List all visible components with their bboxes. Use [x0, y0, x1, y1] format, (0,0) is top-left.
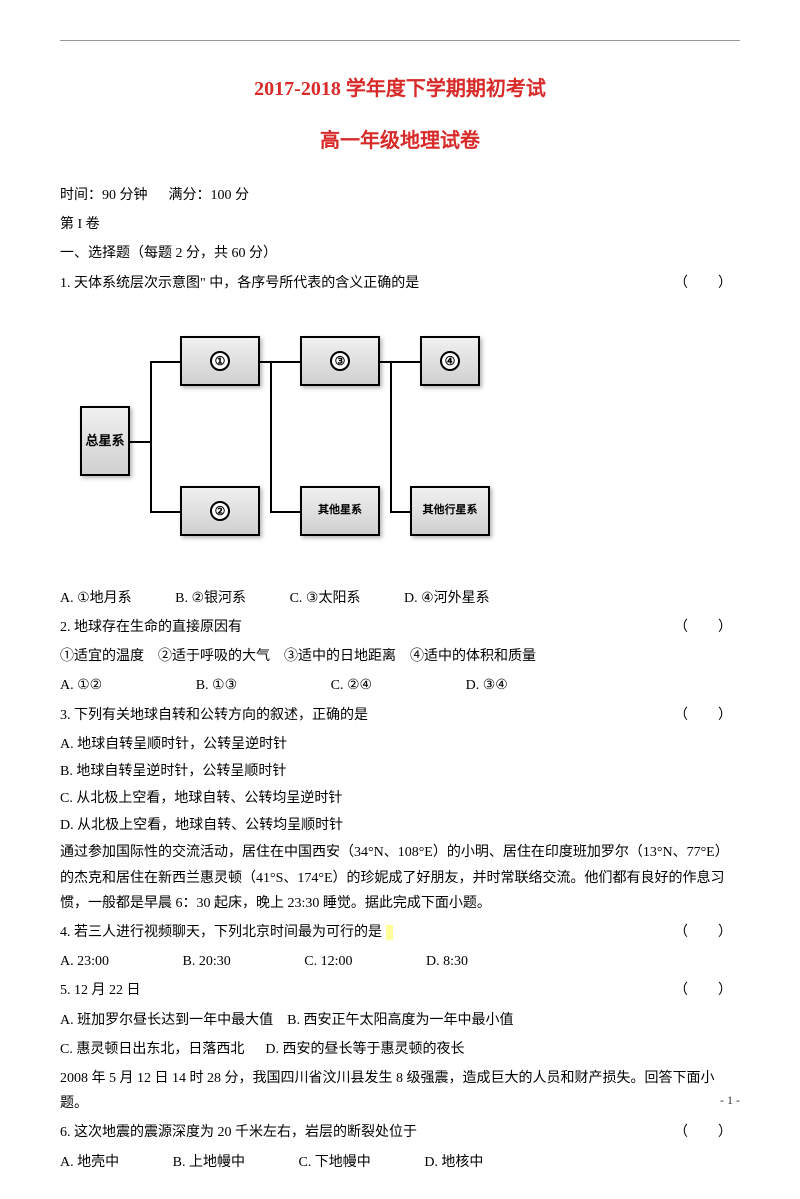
conn [270, 361, 300, 363]
q6-optB: B. 上地幔中 [173, 1150, 245, 1175]
q5-paren: （ ） [674, 978, 740, 1003]
q4-optA: A. 23:00 [60, 949, 109, 974]
conn [150, 361, 152, 511]
page-number: - 1 - [720, 1090, 740, 1112]
question-2: 2. 地球存在生命的直接原因有 （ ） [60, 615, 740, 640]
q5-options-row1: A. 班加罗尔昼长达到一年中最大值 B. 西安正午太阳高度为一年中最小值 [60, 1008, 740, 1033]
q4-options: A. 23:00 B. 20:30 C. 12:00 D. 8:30 [60, 949, 740, 974]
q4-optB: B. 20:30 [183, 949, 231, 974]
exam-score: 满分：100 分 [169, 188, 250, 203]
exam-info: 时间：90 分钟 满分：100 分 [60, 183, 740, 208]
diagram-other1-box: 其他星系 [300, 486, 380, 536]
q1-paren: （ ） [674, 271, 740, 296]
q3-optC: C. 从北极上空看，地球自转、公转均呈逆时针 [60, 786, 740, 811]
q2-text: 2. 地球存在生命的直接原因有 [60, 620, 242, 635]
conn [390, 361, 392, 511]
q4-optD: D. 8:30 [426, 949, 468, 974]
q1-text: 1. 天体系统层次示意图" 中，各序号所代表的含义正确的是 [60, 276, 419, 291]
diagram-node-3: ③ [300, 336, 380, 386]
hierarchy-diagram: 总星系 ① ② ③ 其他星系 ④ 其他行星系 [80, 316, 480, 556]
diagram-num-1: ① [210, 351, 230, 371]
diagram-other2-box: 其他行星系 [410, 486, 490, 536]
q5-text: 5. 12 月 22 日 [60, 983, 141, 998]
question-5: 5. 12 月 22 日 （ ） [60, 978, 740, 1003]
q6-optC: C. 下地幔中 [298, 1150, 370, 1175]
conn [390, 361, 420, 363]
diagram-other1-label: 其他星系 [318, 501, 362, 521]
title-sub: 高一年级地理试卷 [60, 123, 740, 159]
conn [270, 511, 300, 513]
q6-optD: D. 地核中 [424, 1150, 483, 1175]
q1-optA: A. ①地月系 [60, 586, 132, 611]
q2-paren: （ ） [674, 615, 740, 640]
q6-paren: （ ） [674, 1120, 740, 1145]
q4-paren: （ ） [674, 920, 740, 945]
q2-optD: D. ③④ [466, 673, 508, 698]
question-6: 6. 这次地震的震源深度为 20 千米左右，岩层的断裂处位于 （ ） [60, 1120, 740, 1145]
q3-optB: B. 地球自转呈逆时针，公转呈顺时针 [60, 759, 740, 784]
passage-2: 2008 年 5 月 12 日 14 时 28 分，我国四川省汶川县发生 8 级… [60, 1066, 740, 1116]
q3-text: 3. 下列有关地球自转和公转方向的叙述，正确的是 [60, 708, 368, 723]
conn [390, 511, 410, 513]
diagram-num-4: ④ [440, 351, 460, 371]
q1-optC: C. ③太阳系 [290, 586, 361, 611]
q1-optB: B. ②银河系 [175, 586, 246, 611]
q3-optD: D. 从北极上空看，地球自转、公转均呈顺时针 [60, 813, 740, 838]
q5-optD: D. 西安的昼长等于惠灵顿的夜长 [265, 1042, 464, 1057]
conn [150, 511, 180, 513]
passage-1: 通过参加国际性的交流活动，居住在中国西安（34°N、108°E）的小明、居住在印… [60, 840, 740, 916]
q5-optC: C. 惠灵顿日出东北，日落西北 [60, 1042, 244, 1057]
q5-optB: B. 西安正午太阳高度为一年中最小值 [287, 1013, 513, 1028]
part-label: 第 I 卷 [60, 212, 740, 237]
q1-options: A. ①地月系 B. ②银河系 C. ③太阳系 D. ④河外星系 [60, 586, 740, 611]
diagram-node-2: ② [180, 486, 260, 536]
diagram-root-label: 总星系 [85, 429, 124, 452]
q3-paren: （ ） [674, 703, 740, 728]
header-rule [60, 40, 740, 41]
q2-optB: B. ①③ [196, 673, 237, 698]
q5-options-row2: C. 惠灵顿日出东北，日落西北 D. 西安的昼长等于惠灵顿的夜长 [60, 1037, 740, 1062]
q6-optA: A. 地壳中 [60, 1150, 119, 1175]
q4-optC: C. 12:00 [304, 949, 352, 974]
diagram-num-2: ② [210, 501, 230, 521]
conn [130, 441, 150, 443]
q2-optA: A. ①② [60, 673, 102, 698]
q1-optD: D. ④河外星系 [404, 586, 490, 611]
conn [380, 361, 390, 363]
conn [260, 361, 270, 363]
q3-optA: A. 地球自转呈顺时针，公转呈逆时针 [60, 732, 740, 757]
diagram-root-box: 总星系 [80, 406, 130, 476]
diagram-node-4: ④ [420, 336, 480, 386]
diagram-num-3: ③ [330, 351, 350, 371]
highlight-mark [386, 925, 394, 940]
q5-optA: A. 班加罗尔昼长达到一年中最大值 [60, 1013, 273, 1028]
diagram-node-1: ① [180, 336, 260, 386]
question-3: 3. 下列有关地球自转和公转方向的叙述，正确的是 （ ） [60, 703, 740, 728]
title-main: 2017-2018 学年度下学期期初考试 [60, 71, 740, 107]
q2-conditions: ①适宜的温度 ②适于呼吸的大气 ③适中的日地距离 ④适中的体积和质量 [60, 644, 740, 669]
question-4: 4. 若三人进行视频聊天，下列北京时间最为可行的是 （ ） [60, 920, 740, 945]
q6-text: 6. 这次地震的震源深度为 20 千米左右，岩层的断裂处位于 [60, 1125, 417, 1140]
conn [150, 361, 180, 363]
q4-text: 4. 若三人进行视频聊天，下列北京时间最为可行的是 [60, 925, 382, 940]
q3-options: A. 地球自转呈顺时针，公转呈逆时针 B. 地球自转呈逆时针，公转呈顺时针 C.… [60, 732, 740, 839]
exam-time: 时间：90 分钟 [60, 188, 148, 203]
q6-options: A. 地壳中 B. 上地幔中 C. 下地幔中 D. 地核中 [60, 1150, 740, 1175]
q2-options: A. ①② B. ①③ C. ②④ D. ③④ [60, 673, 740, 698]
q2-optC: C. ②④ [331, 673, 372, 698]
conn [270, 361, 272, 511]
diagram-other2-label: 其他行星系 [423, 501, 478, 521]
section-label: 一、选择题（每题 2 分，共 60 分） [60, 241, 740, 266]
question-1: 1. 天体系统层次示意图" 中，各序号所代表的含义正确的是 （ ） [60, 271, 740, 296]
